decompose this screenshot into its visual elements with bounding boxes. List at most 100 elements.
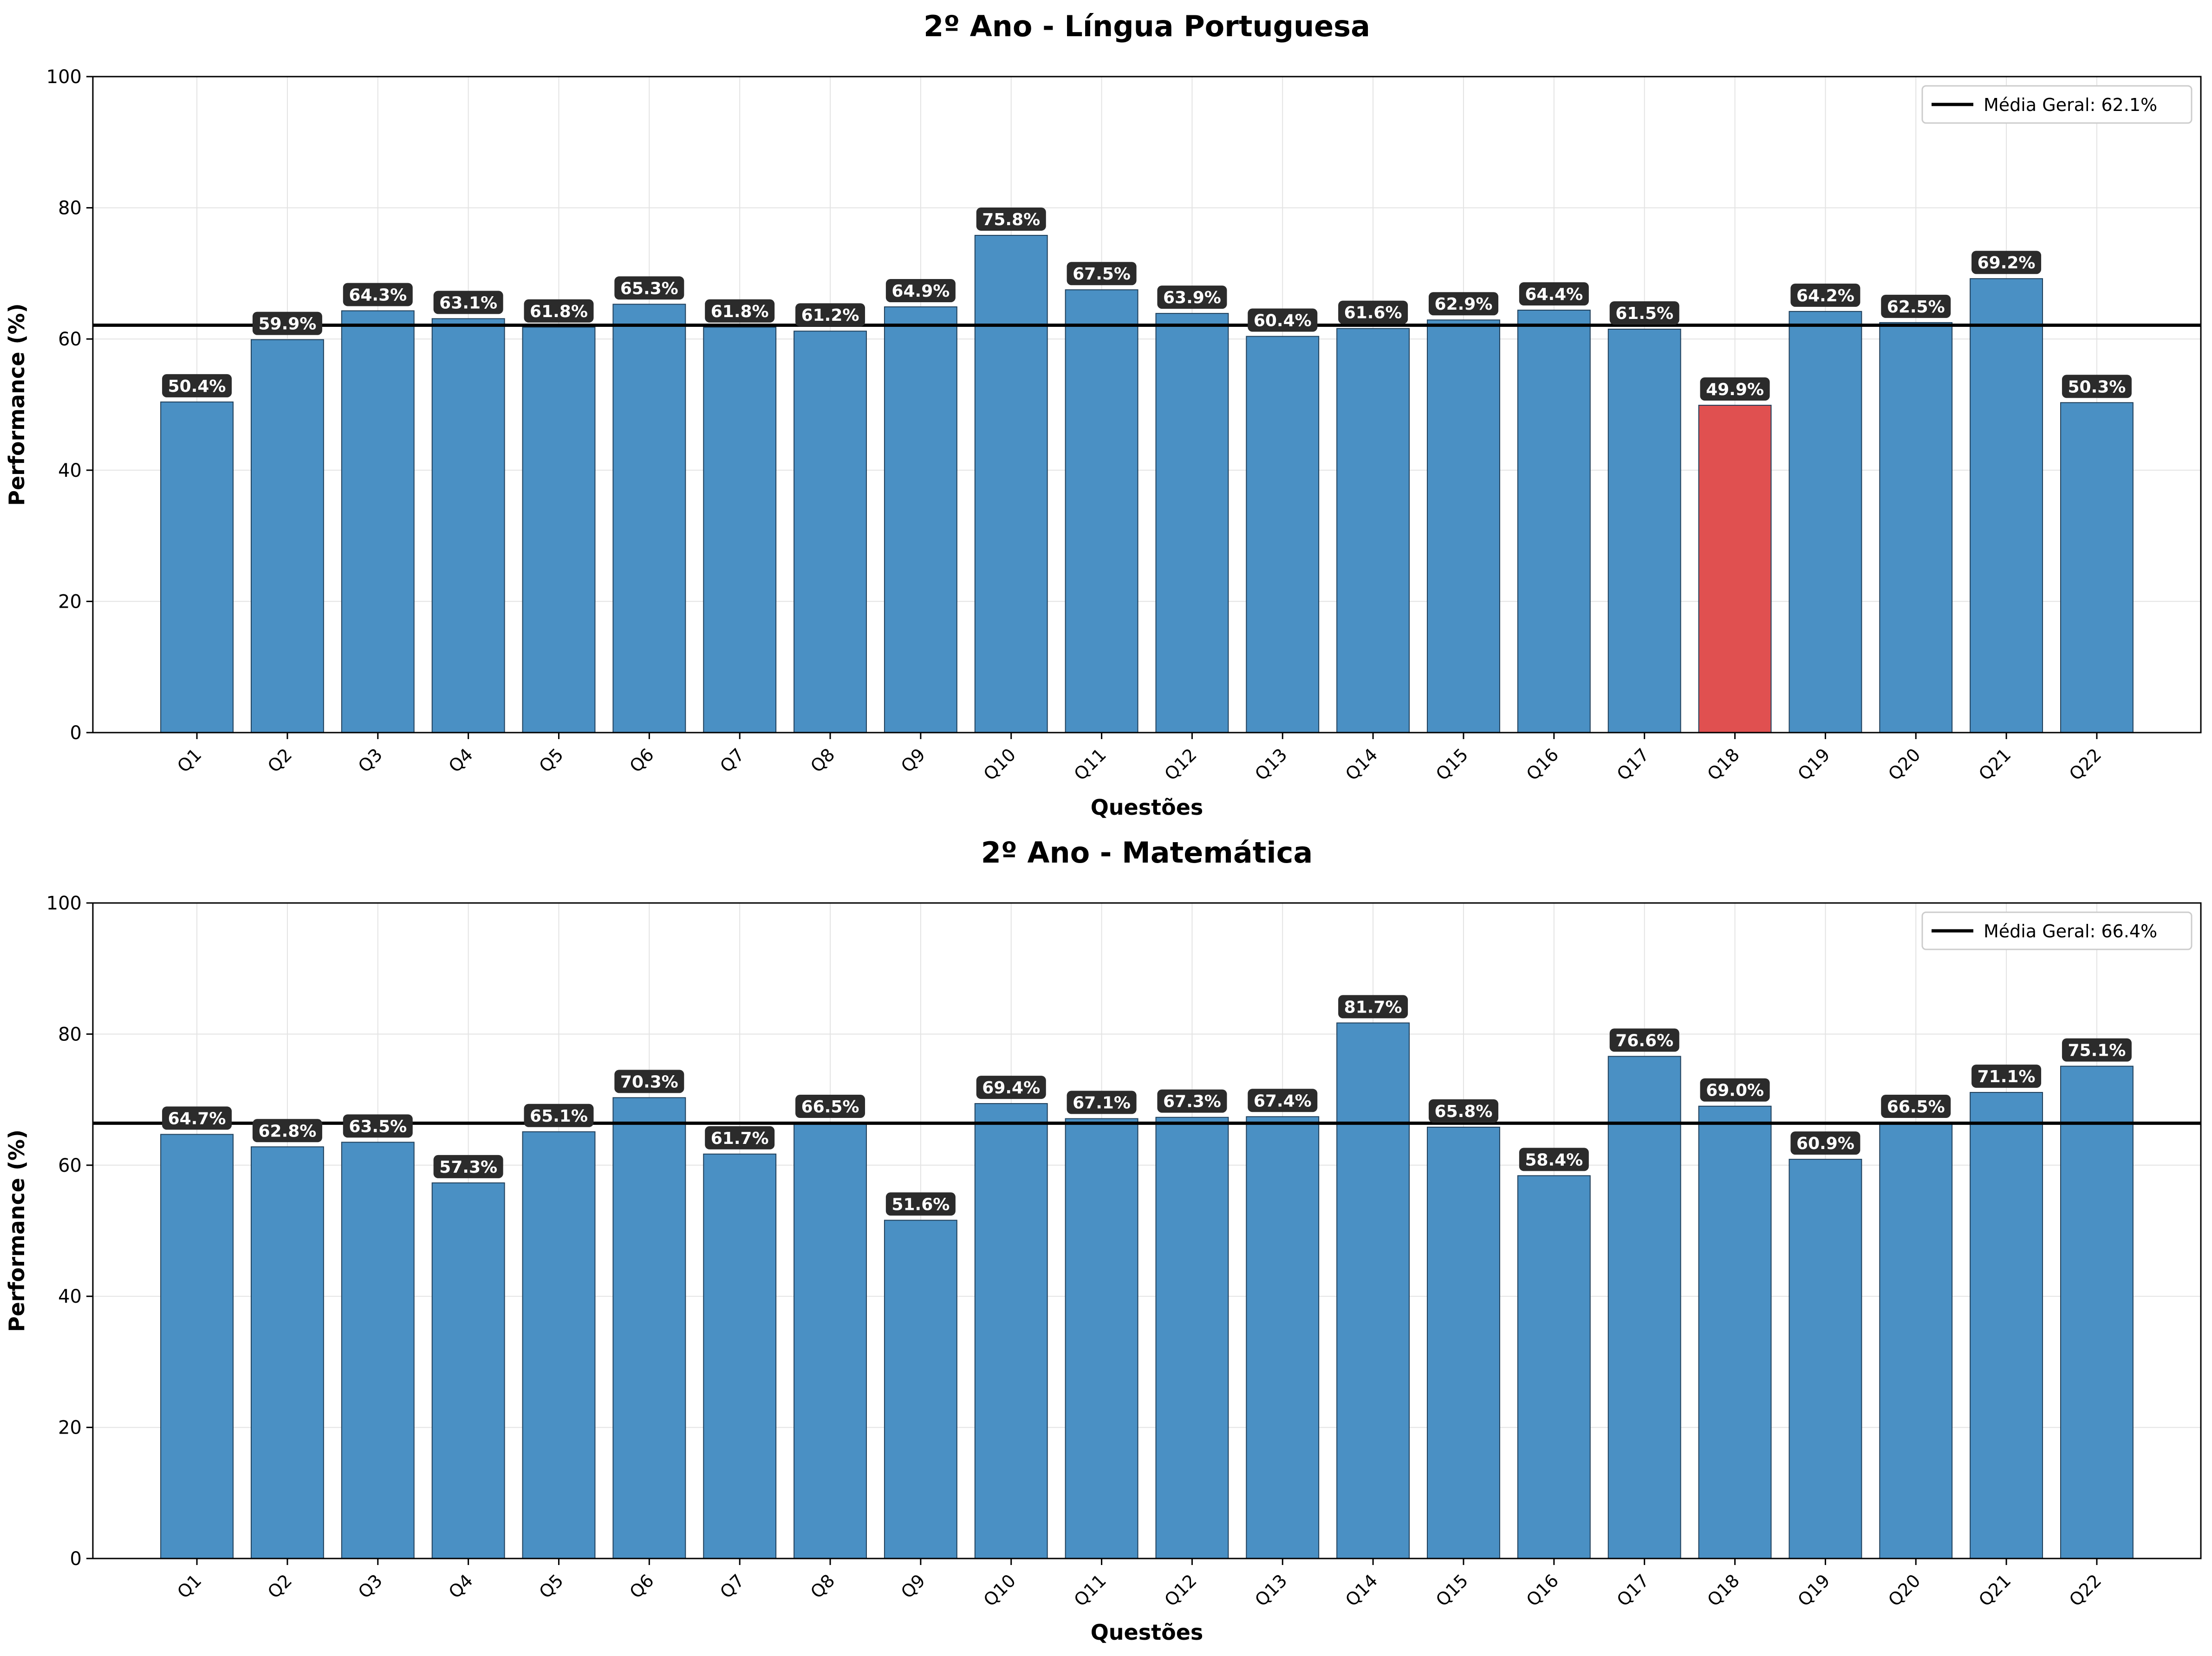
chart-panel-2: 64.7% 62.8% 63.5% 57.3% 65.1% 70.3% 61.7% 66.5%… (4, 836, 2202, 1645)
value-label: 61.6% (1344, 304, 1402, 323)
bar-q20 (1879, 322, 1953, 733)
value-label: 61.8% (711, 302, 769, 321)
x-tick-label: Q4 (445, 1570, 477, 1602)
x-tick-label: Q1 (173, 1570, 205, 1602)
x-tick-label: Q20 (1884, 1570, 1924, 1610)
x-tick-label: Q13 (1251, 744, 1291, 784)
value-label-box (2062, 375, 2132, 398)
value-label: 63.5% (349, 1117, 407, 1136)
x-tick-label: Q17 (1613, 1570, 1653, 1610)
value-label: 62.5% (1887, 298, 1945, 317)
axes-frame (92, 902, 2202, 1559)
x-tick-label: Q14 (1341, 1570, 1381, 1610)
bar-q10 (974, 234, 1048, 733)
bar-q18 (1698, 1105, 1772, 1559)
x-tick-label: Q17 (1613, 744, 1653, 784)
value-label: 61.8% (530, 302, 588, 321)
x-tick-label: Q2 (264, 744, 296, 776)
bar-q17 (1607, 1056, 1681, 1559)
x-tick-label: Q3 (354, 744, 386, 776)
x-tick-label: Q2 (264, 1570, 296, 1602)
value-label-box (1338, 300, 1408, 324)
bar-q19 (1789, 1159, 1862, 1559)
x-tick-label: Q11 (1070, 1570, 1110, 1610)
y-tick-label: 20 (58, 591, 82, 612)
x-tick-label: Q9 (897, 744, 929, 776)
value-label: 57.3% (439, 1158, 497, 1177)
x-tick-label: Q12 (1160, 744, 1200, 784)
value-label-box (1519, 282, 1589, 306)
value-label-box (252, 1119, 322, 1143)
value-label-box (614, 1070, 684, 1093)
x-axis-label: Questões (1091, 795, 1204, 820)
bar-q12 (1155, 313, 1229, 733)
y-tick-label: 40 (58, 460, 82, 481)
bar-q20 (1879, 1122, 1953, 1559)
y-axis-label: Performance (%) (4, 303, 29, 506)
x-axis-label: Questões (1091, 1620, 1204, 1645)
value-label-box (705, 1126, 775, 1149)
bar-q5 (522, 326, 596, 733)
value-label: 67.1% (1073, 1094, 1131, 1113)
x-tick-label: Q10 (980, 744, 1020, 784)
x-tick-label: Q8 (807, 1570, 839, 1602)
value-label: 62.9% (1435, 295, 1493, 314)
bar-q12 (1155, 1117, 1229, 1559)
chart-title: 2º Ano - Língua Portuguesa (924, 9, 1370, 43)
value-label: 50.3% (2068, 377, 2126, 396)
legend-label: Média Geral: 62.1% (1984, 95, 2157, 115)
bar-q1 (160, 401, 234, 733)
value-label: 64.2% (1796, 286, 1854, 305)
value-label-box (1700, 1078, 1770, 1102)
value-label-box (1067, 1091, 1137, 1114)
value-label-box (705, 299, 775, 323)
value-label-box (885, 1192, 956, 1216)
bar-q13 (1246, 1116, 1320, 1559)
x-tick-label: Q20 (1884, 744, 1924, 784)
value-label: 69.0% (1706, 1081, 1764, 1100)
y-tick-label: 40 (58, 1286, 82, 1307)
value-label-box (343, 1114, 413, 1138)
bar-q19 (1789, 311, 1862, 733)
value-label-box (1790, 283, 1861, 307)
x-tick-label: Q1 (173, 744, 205, 776)
value-label: 61.5% (1615, 304, 1673, 323)
value-label: 59.9% (258, 315, 316, 334)
bar-q1 (160, 1134, 234, 1559)
y-tick-label: 20 (58, 1417, 82, 1439)
bar-q9 (884, 306, 957, 733)
value-label-box (433, 1155, 503, 1178)
value-label: 75.1% (2068, 1041, 2126, 1060)
x-tick-label: Q18 (1703, 744, 1743, 784)
y-tick-label: 60 (58, 1155, 82, 1176)
bar-q2 (250, 339, 324, 733)
value-label: 65.8% (1435, 1102, 1493, 1121)
value-label: 67.5% (1073, 265, 1131, 284)
value-label: 69.4% (982, 1078, 1040, 1098)
bar-q8 (794, 1122, 867, 1559)
legend-label: Média Geral: 66.4% (1984, 921, 2157, 942)
x-tick-label: Q19 (1794, 1570, 1834, 1610)
value-label: 49.9% (1706, 380, 1764, 399)
bar-q2 (250, 1146, 324, 1559)
value-label-box (524, 1104, 594, 1127)
x-tick-label: Q16 (1522, 1570, 1562, 1610)
value-label: 63.9% (1163, 288, 1221, 307)
value-label-box (1157, 286, 1227, 309)
value-label: 64.9% (891, 282, 950, 301)
value-label-box (1881, 294, 1951, 318)
value-label-box (1338, 995, 1408, 1019)
bar-q5 (522, 1131, 596, 1559)
bar-q11 (1065, 1118, 1139, 1559)
value-label: 65.3% (620, 279, 678, 298)
y-tick-label: 100 (46, 66, 82, 88)
value-label: 50.4% (168, 377, 226, 396)
value-label: 66.5% (1887, 1098, 1945, 1117)
bar-q13 (1246, 336, 1320, 733)
bar-q9 (884, 1220, 957, 1559)
y-tick-label: 100 (46, 893, 82, 914)
bar-q6 (612, 304, 686, 733)
value-label: 60.4% (1254, 312, 1312, 331)
x-tick-label: Q21 (1975, 1570, 2015, 1610)
x-tick-label: Q14 (1341, 744, 1381, 784)
